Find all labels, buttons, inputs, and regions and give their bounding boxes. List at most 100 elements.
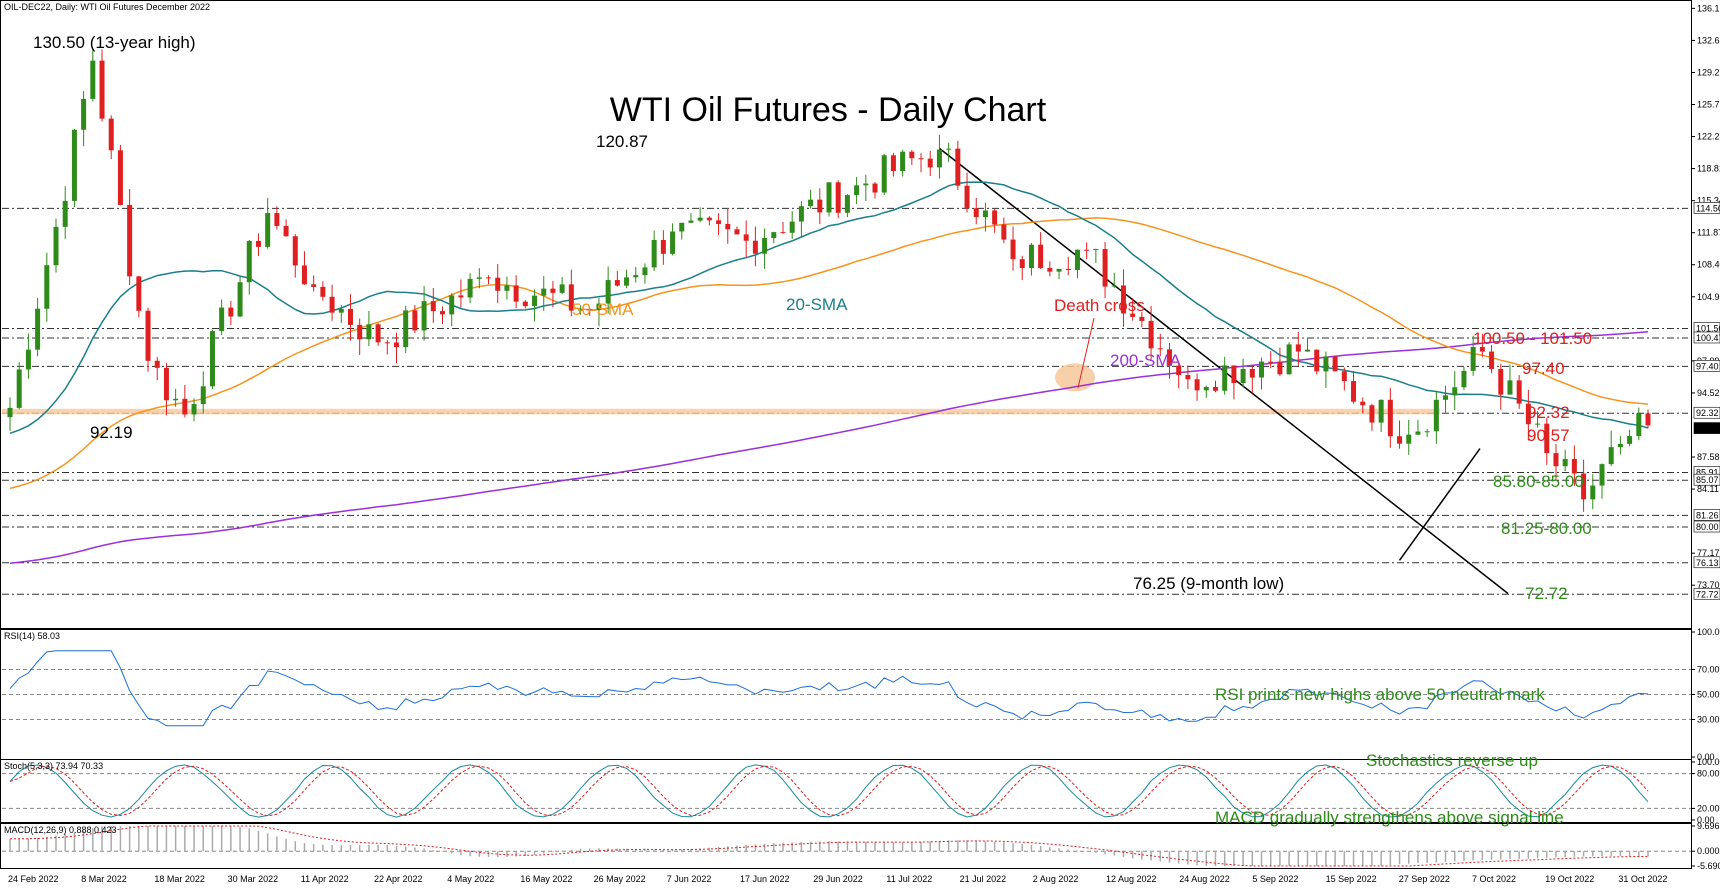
date-label: 2 Aug 2022: [1033, 874, 1079, 884]
candle-up: [651, 239, 657, 268]
price-tick-label: 115.34: [1697, 196, 1720, 206]
candle-down: [1489, 351, 1495, 369]
candle-down: [1516, 380, 1522, 404]
candle-down: [1176, 365, 1182, 376]
candle-down: [1571, 458, 1577, 474]
candle-up: [854, 185, 860, 196]
candle-down: [1038, 244, 1044, 268]
candle-down: [550, 288, 556, 293]
candle-up: [771, 232, 777, 239]
annotation-97-40: 97.40: [1522, 359, 1565, 378]
price-tick-label: 129.22: [1697, 67, 1720, 77]
candle-down: [136, 276, 142, 311]
candle-down: [614, 280, 620, 286]
candle-down: [1139, 316, 1145, 321]
candle-up: [1535, 423, 1541, 425]
date-label: 11 Jul 2022: [886, 874, 932, 884]
candle-up: [633, 275, 639, 278]
candle-up: [1074, 249, 1080, 270]
annotation-macd: MACD gradually strengthens above signal …: [1215, 808, 1564, 827]
date-label: 27 Sep 2022: [1399, 874, 1450, 884]
candle-up: [642, 267, 648, 276]
price-level-box: [1693, 520, 1720, 533]
macd-tick-label: -5.690: [1697, 861, 1720, 871]
candle-down: [1047, 267, 1053, 272]
price-level-box: [1693, 202, 1720, 214]
date-label: 8 Mar 2022: [81, 874, 127, 884]
candle-up: [1093, 249, 1099, 251]
date-label: 4 May 2022: [447, 874, 494, 884]
candle-down: [301, 265, 307, 285]
candle-up: [982, 210, 988, 218]
candle-up: [209, 331, 215, 387]
candle-down: [182, 398, 188, 415]
candle-down: [660, 239, 666, 254]
candle-up: [578, 309, 584, 311]
rsi-tick-label: 50.00: [1697, 690, 1720, 700]
candle-up: [1259, 361, 1265, 378]
candle-up: [624, 277, 630, 286]
indicators: [2, 650, 1691, 867]
candle-down: [384, 342, 390, 344]
price-panel: [0, 0, 1692, 629]
price-tick-label: 104.93: [1697, 292, 1720, 302]
stoch-tick-label: 100.00: [1697, 757, 1720, 767]
candle-down: [163, 367, 169, 401]
rsi-tick-label: 0.00: [1697, 752, 1715, 762]
candle-down: [1525, 403, 1531, 425]
candle-down: [1212, 387, 1218, 391]
candle-up: [1599, 464, 1605, 486]
rsi-tick-label: 70.00: [1697, 665, 1720, 675]
candle-down: [1065, 268, 1071, 270]
candle-down: [1553, 453, 1559, 467]
candle-up: [808, 199, 814, 207]
candle-up: [44, 265, 50, 309]
date-label: 5 Sep 2022: [1252, 874, 1298, 884]
price-level-box: [1693, 587, 1720, 600]
sma-20-line: [9, 181, 1649, 435]
date-label: 19 Oct 2022: [1545, 874, 1594, 884]
candle-up: [81, 98, 87, 130]
candle-down: [1351, 381, 1357, 402]
candle-up: [1443, 395, 1449, 400]
price-tick-label: 73.70: [1697, 580, 1720, 590]
candle-down: [872, 183, 878, 193]
candle-up: [605, 280, 611, 304]
candle-up: [1323, 356, 1329, 372]
candle-up: [1028, 244, 1034, 269]
candle-up: [62, 200, 68, 227]
candle-up: [1507, 380, 1513, 395]
annotation-81-25-80-00: 81.25-80.00: [1501, 519, 1592, 538]
date-label: 12 Aug 2022: [1106, 874, 1157, 884]
price-tick-label: 77.17: [1697, 548, 1720, 558]
rsi-header: RSI(14) 58.03: [4, 631, 60, 641]
annotations: 130.50 (13-year high) 120.87 92.19 50-SM…: [33, 33, 1592, 827]
candle-up: [1452, 387, 1458, 396]
candle-up: [265, 213, 271, 247]
candle-up: [449, 295, 455, 315]
date-label: 24 Aug 2022: [1179, 874, 1230, 884]
stoch-d-line: [9, 765, 1649, 817]
annotation-200-sma: 200-SMA: [1110, 351, 1182, 370]
price-level-label: 100.47: [1696, 333, 1720, 343]
candle-down: [1544, 423, 1550, 454]
candles: [7, 49, 1651, 512]
price-level-label: 90.66: [1696, 424, 1719, 434]
date-label: 18 Mar 2022: [154, 874, 205, 884]
candle-up: [1433, 399, 1439, 432]
candle-up: [688, 220, 694, 223]
candle-down: [522, 301, 528, 307]
candle-down: [375, 324, 381, 343]
date-label: 7 Oct 2022: [1472, 874, 1516, 884]
candle-up: [1240, 368, 1246, 383]
price-tick-label: 111.87: [1697, 228, 1720, 238]
candle-up: [826, 182, 832, 213]
candle-down: [1148, 320, 1154, 349]
rsi-line: [9, 650, 1649, 727]
candle-down: [412, 310, 418, 331]
candle-down: [228, 307, 234, 317]
date-label: 30 Mar 2022: [228, 874, 279, 884]
date-label: 11 Apr 2022: [301, 874, 349, 884]
candle-up: [403, 310, 409, 348]
candle-up: [762, 238, 768, 254]
